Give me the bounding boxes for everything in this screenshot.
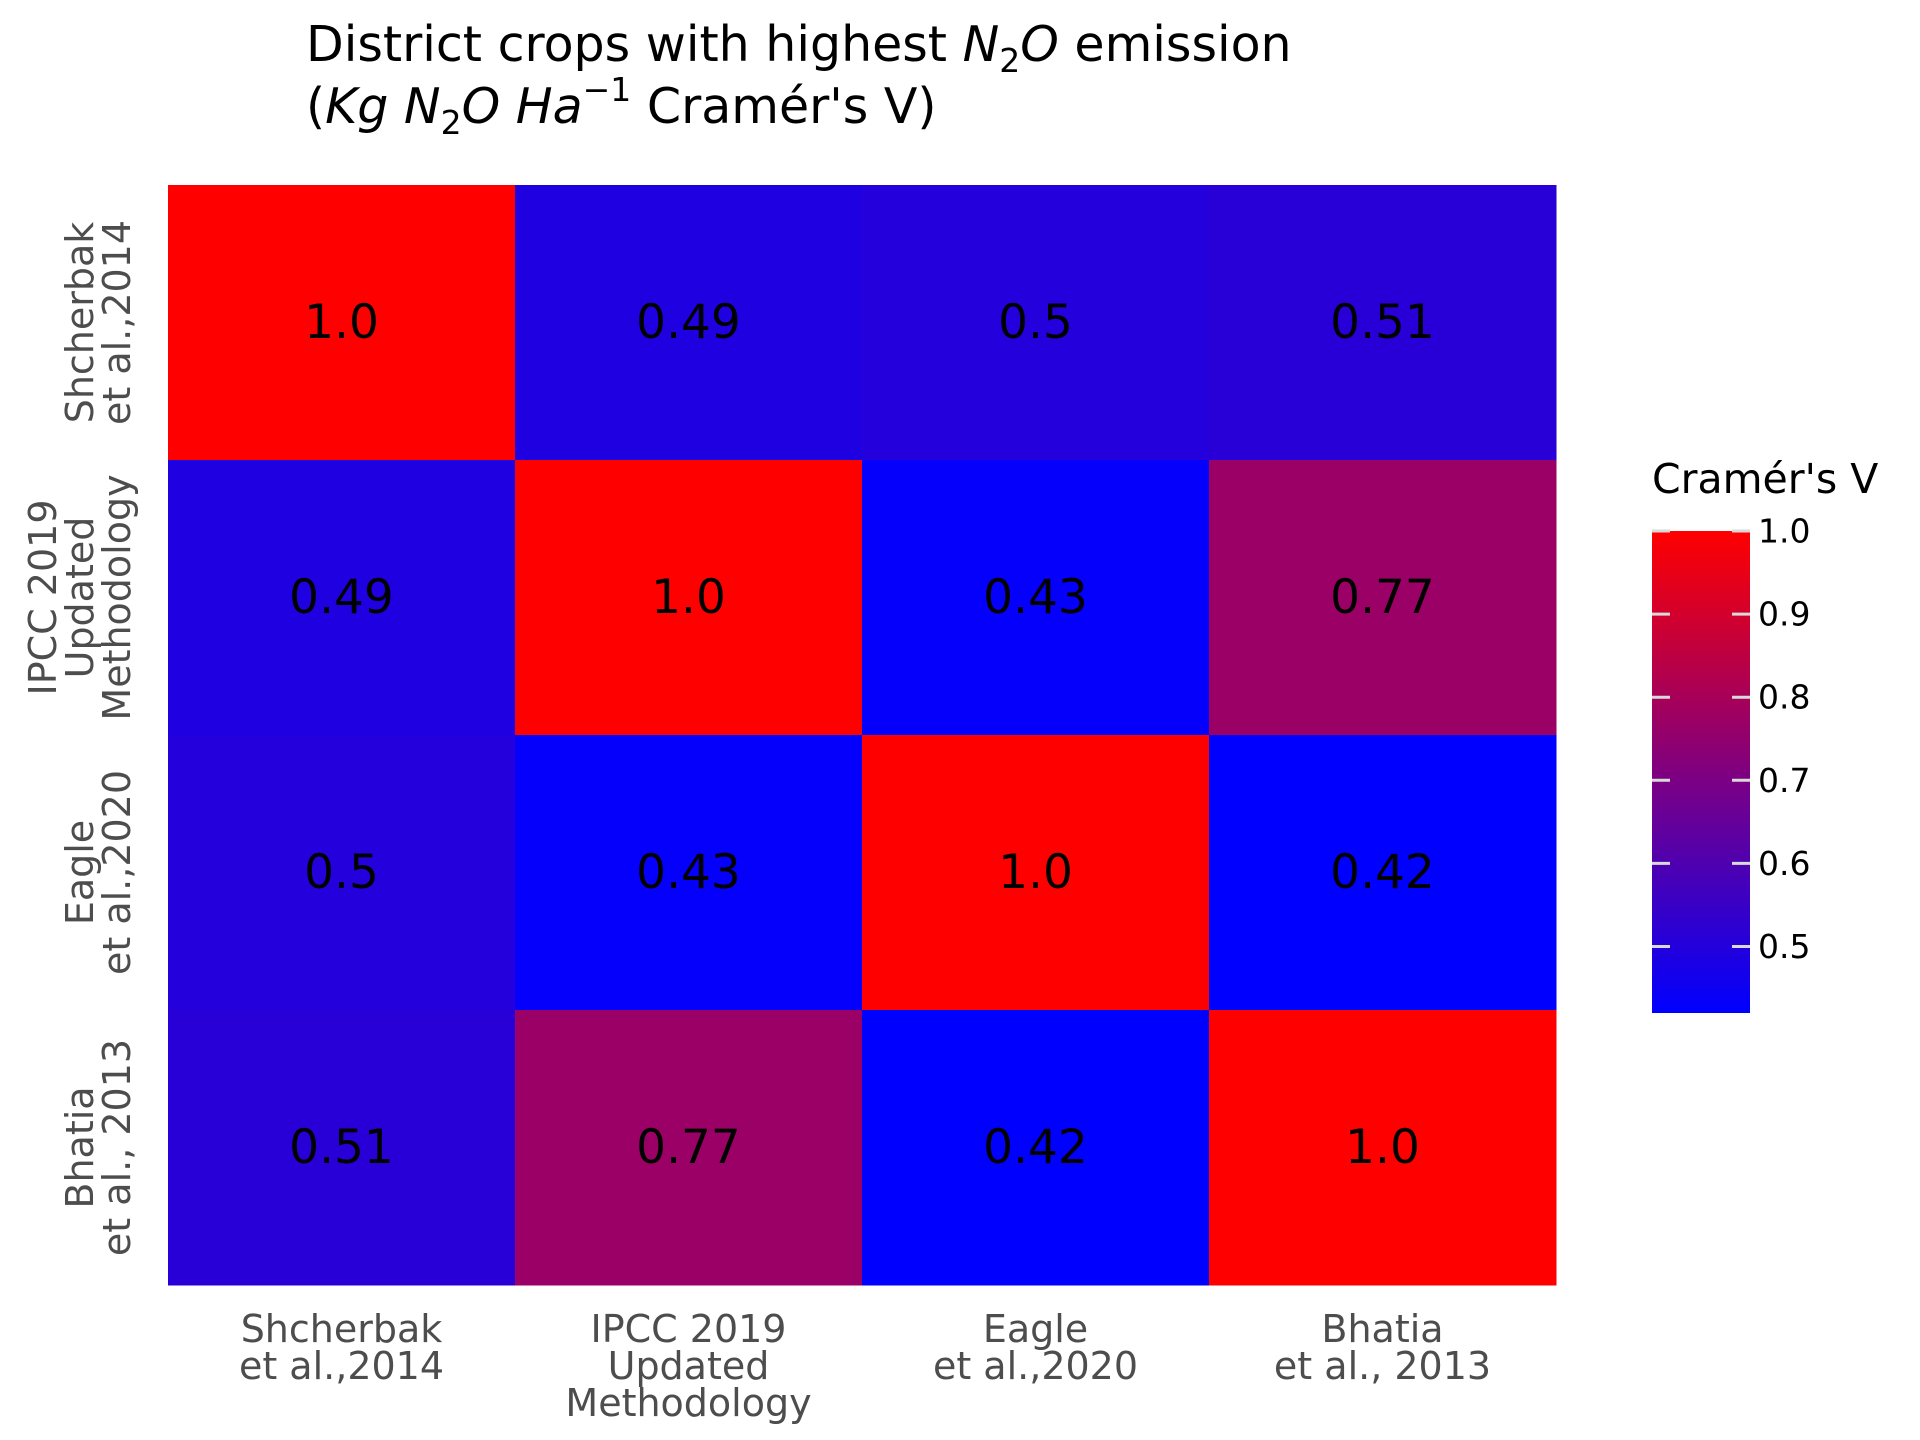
cell-label-r1-c1: 1.0 <box>651 570 726 625</box>
colorbar-tick-label-1: 0.6 <box>1758 844 1810 883</box>
cell-label-r2-c3: 0.42 <box>1330 845 1435 900</box>
cell-label-r2-c0: 0.5 <box>304 845 379 900</box>
heatmap-cell-r0-c3 <box>1209 185 1557 461</box>
cell-label-r1-c2: 0.43 <box>983 570 1088 625</box>
title-line-1-pre: District crops with highest <box>306 16 963 73</box>
colorbar-tick-label-3: 0.8 <box>1758 678 1810 717</box>
title-line-2-post: Cramér's V) <box>631 78 936 135</box>
heatmap-cell-r1-c2 <box>862 460 1210 736</box>
title-line-2: (Kg N2O Ha−1 Cramér's V) <box>306 70 936 142</box>
legend-title: Cramér's V <box>1652 455 1878 503</box>
y-tick-label-1: IPCC 2019UpdatedMethodology <box>21 474 139 720</box>
colorbar-tick-label-2: 0.7 <box>1758 761 1810 800</box>
heatmap-cell-r0-c2 <box>862 185 1210 461</box>
y-tick-label-3: Bhatiaet al., 2013 <box>58 1039 139 1256</box>
colorbar-tick-label-0: 0.5 <box>1758 927 1810 966</box>
title-line-2-sup: −1 <box>583 70 632 109</box>
heatmap-cells <box>168 185 1557 1286</box>
title-line-1: District crops with highest N2O emission <box>306 16 1292 80</box>
title-line-2-oha: O Ha <box>462 78 583 135</box>
colorbar <box>1652 531 1750 1013</box>
colorbar-tick-label-5: 1.0 <box>1758 512 1810 551</box>
heatmap-cell-r1-c1 <box>515 460 863 736</box>
cell-label-r2-c1: 0.43 <box>636 845 741 900</box>
x-tick-label-2: Eagle et al.,2020 <box>933 1307 1138 1388</box>
heatmap-cell-r1-c0 <box>168 460 516 736</box>
y-tick-label-0: Shcherbaket al.,2014 <box>58 220 139 425</box>
heatmap-cell-r2-c2 <box>862 735 1210 1011</box>
title-line-2-kg: Kg N <box>325 78 440 135</box>
heatmap-cell-labels: 1.0 0.49 0.5 0.51 0.49 1.0 0.43 0.77 0.5 0.43 1.0 0… <box>289 295 1435 1175</box>
y-tick-label-2: Eagleet al.,2020 <box>58 770 139 975</box>
heatmap-cell-r0-c1 <box>515 185 863 461</box>
colorbar-ticks: 0.5 0.6 0.7 0.8 0.9 1.0 <box>1652 512 1810 966</box>
cell-label-r1-c0: 0.49 <box>289 570 394 625</box>
cell-label-r2-c2: 1.0 <box>998 845 1073 900</box>
x-axis-tick-labels: Shcherbak et al.,2014 IPCC 2019 Updated Meth… <box>239 1307 1491 1425</box>
title-line-2-open: ( <box>306 78 325 135</box>
cell-label-r1-c3: 0.77 <box>1330 570 1435 625</box>
heatmap-cell-r1-c3 <box>1209 460 1557 736</box>
heatmap-cell-r3-c3 <box>1209 1010 1557 1286</box>
title-line-1-post: emission <box>1059 16 1292 73</box>
cell-label-r0-c1: 0.49 <box>636 295 741 350</box>
heatmap-cell-r2-c3 <box>1209 735 1557 1011</box>
cell-label-r0-c0: 1.0 <box>304 295 379 350</box>
title-line-1-sym: N <box>963 16 1000 73</box>
x-tick-label-1: IPCC 2019 Updated Methodology <box>565 1307 811 1425</box>
title-line-1-sub: 2 <box>999 41 1020 80</box>
x-tick-label-0: Shcherbak et al.,2014 <box>239 1307 444 1388</box>
x-tick-label-3: Bhatia et al., 2013 <box>1274 1307 1491 1388</box>
cell-label-r3-c2: 0.42 <box>983 1120 1088 1175</box>
heatmap-cell-r3-c0 <box>168 1010 516 1286</box>
heatmap-cell-r0-c0 <box>168 185 516 461</box>
cell-label-r0-c2: 0.5 <box>998 295 1073 350</box>
colorbar-legend: Cramér's V 0.5 0.6 0.7 0.8 0.9 1.0 <box>1652 455 1878 1013</box>
cell-label-r3-c1: 0.77 <box>636 1120 741 1175</box>
title-line-2-sub: 2 <box>441 103 462 142</box>
colorbar-tick-label-4: 0.9 <box>1758 595 1810 634</box>
heatmap-cell-r2-c0 <box>168 735 516 1011</box>
heatmap-cell-r3-c2 <box>862 1010 1210 1286</box>
y-axis-tick-labels: Shcherbaket al.,2014 IPCC 2019UpdatedMeth… <box>21 220 139 1256</box>
chart-title: District crops with highest N2O emission… <box>306 16 1292 142</box>
cell-label-r3-c0: 0.51 <box>289 1120 394 1175</box>
heatmap-cell-r2-c1 <box>515 735 863 1011</box>
cell-label-r0-c3: 0.51 <box>1330 295 1435 350</box>
heatmap-cell-r3-c1 <box>515 1010 863 1286</box>
cell-label-r3-c3: 1.0 <box>1345 1120 1420 1175</box>
title-line-1-sym2: O <box>1020 16 1059 73</box>
